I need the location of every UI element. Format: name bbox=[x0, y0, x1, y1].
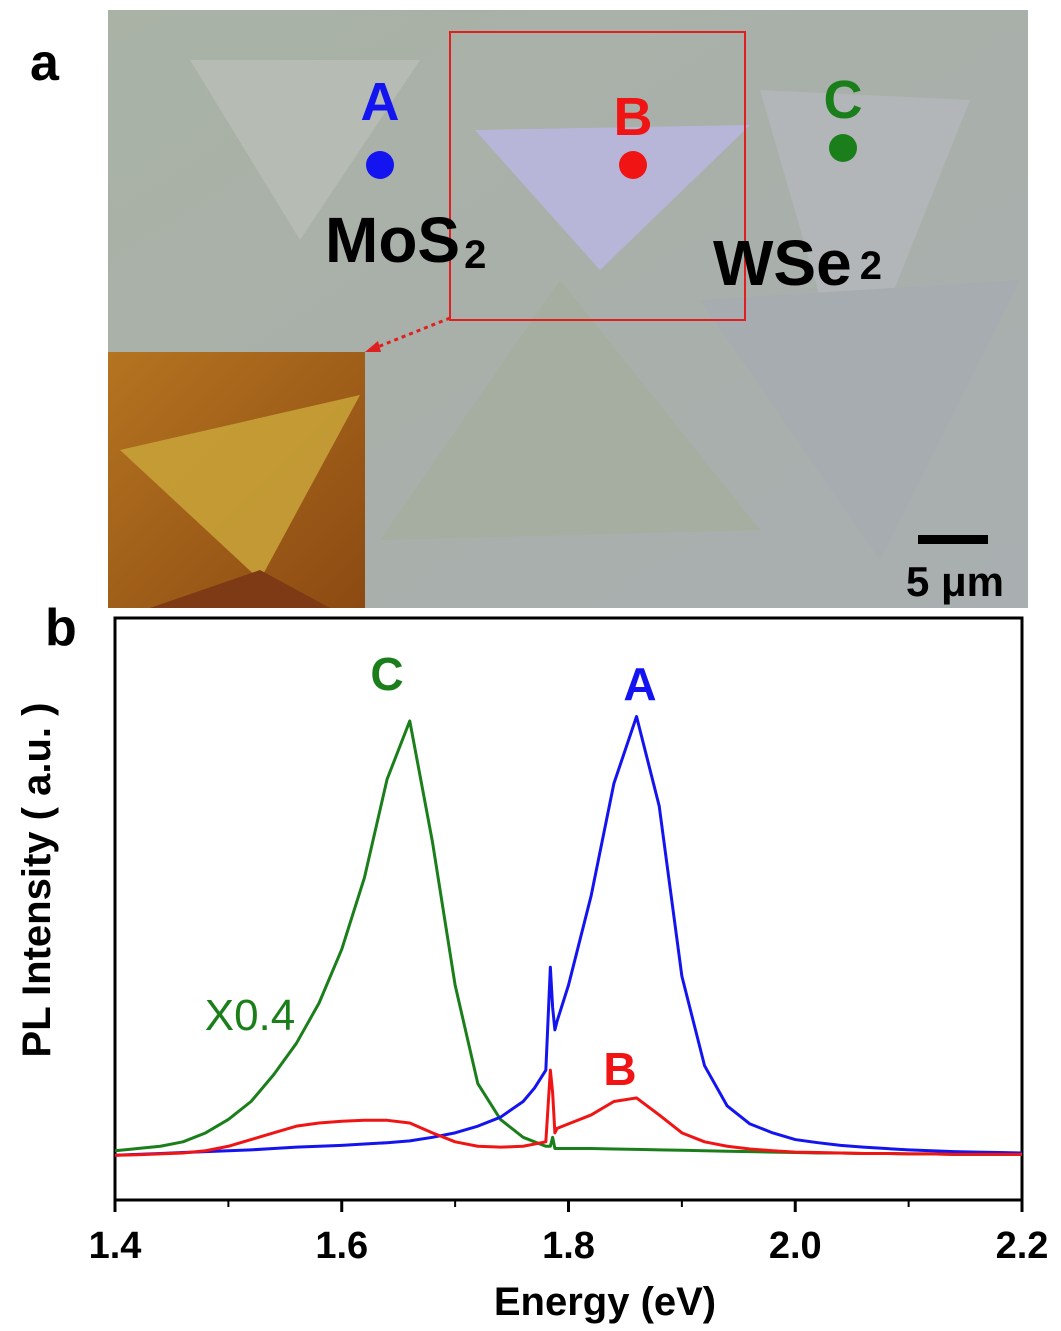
series-line bbox=[114, 714, 1023, 1157]
point-label: B bbox=[614, 87, 653, 147]
x-tick-label: 2.0 bbox=[769, 1225, 822, 1267]
x-tick-label: 1.8 bbox=[542, 1225, 595, 1267]
y-axis-label: PL Intensity ( a.u. ) bbox=[15, 703, 59, 1058]
point-marker bbox=[829, 134, 857, 162]
series-line bbox=[114, 1068, 1022, 1157]
scale-bar bbox=[918, 535, 988, 544]
point-marker bbox=[619, 151, 647, 179]
material-label: WSe 2 bbox=[713, 227, 882, 299]
material-subscript: 2 bbox=[464, 233, 486, 277]
micrograph bbox=[108, 10, 1028, 608]
panel-label: b bbox=[45, 599, 77, 657]
series-label: B bbox=[603, 1043, 636, 1095]
annotation: X0.4 bbox=[205, 991, 296, 1040]
material-label: MoS 2 bbox=[325, 204, 486, 277]
x-axis-label: Energy (eV) bbox=[494, 1280, 716, 1324]
series-label: C bbox=[370, 648, 403, 700]
point-label: C bbox=[824, 70, 863, 130]
series-label: A bbox=[623, 658, 656, 710]
x-tick-label: 1.4 bbox=[89, 1225, 142, 1267]
plot-frame bbox=[113, 616, 1024, 1202]
x-tick-label: 1.6 bbox=[315, 1225, 368, 1267]
material-subscript: 2 bbox=[860, 244, 882, 288]
material-name: WSe bbox=[713, 227, 852, 299]
scale-label: 5 μm bbox=[906, 558, 1004, 605]
point-marker bbox=[366, 151, 394, 179]
panel-label: a bbox=[30, 34, 60, 92]
point-label: A bbox=[361, 72, 400, 132]
x-tick-label: 2.2 bbox=[996, 1225, 1049, 1267]
material-name: MoS bbox=[325, 204, 460, 276]
